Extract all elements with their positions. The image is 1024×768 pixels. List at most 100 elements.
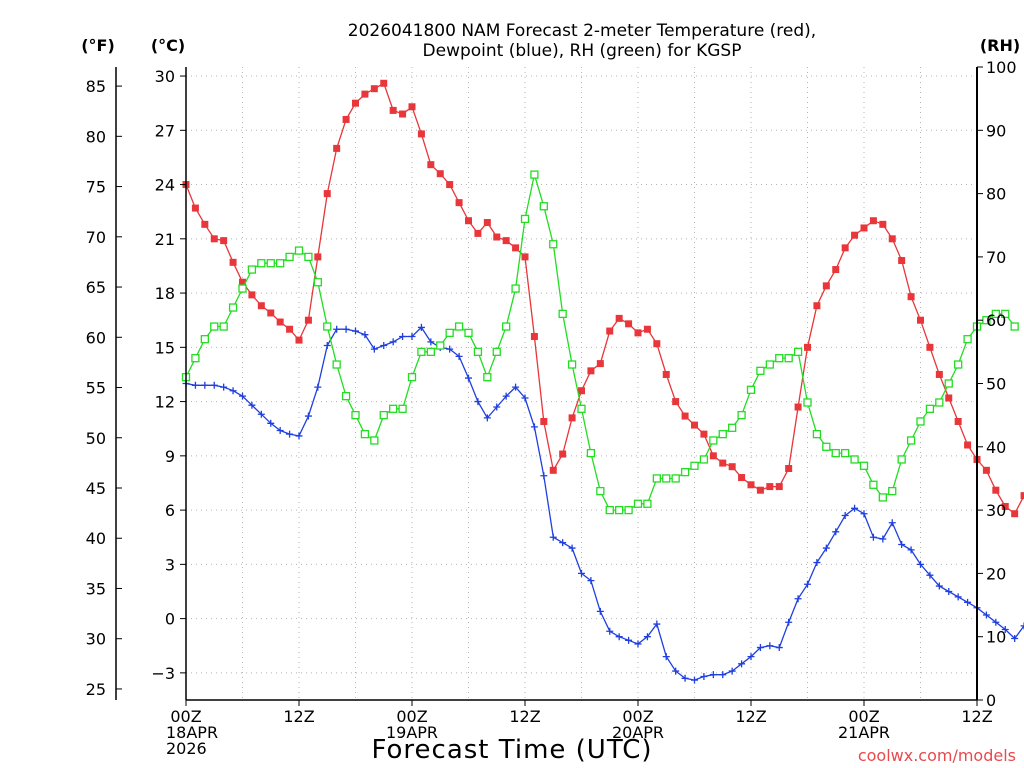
dewpoint-point: [775, 644, 783, 652]
temperature-point: [257, 302, 265, 310]
rh-point: [944, 379, 953, 388]
rh-point: [247, 265, 257, 274]
dewpoint-point: [888, 519, 896, 527]
temperature-point: [756, 486, 764, 494]
dewpoint-point: [540, 472, 548, 480]
dewpoint-point: [352, 327, 359, 335]
temperature-point: [314, 253, 322, 261]
rh-tick-label: 20: [986, 564, 1006, 583]
temperature-point: [869, 217, 877, 225]
celsius-tick-label: 24: [155, 176, 175, 195]
dewpoint-point: [851, 504, 859, 512]
dewpoint-point: [860, 510, 868, 518]
temperature-point: [1020, 492, 1024, 500]
rh-point: [841, 448, 850, 458]
rh-point: [680, 467, 690, 477]
rh-point: [925, 404, 935, 413]
dewpoint-point: [578, 569, 585, 577]
celsius-tick-label: 9: [165, 447, 175, 466]
rh-point: [445, 328, 454, 338]
rh-point: [737, 410, 746, 420]
temperature-point: [267, 309, 275, 317]
celsius-tick-label: 0: [165, 610, 175, 629]
rh-point: [954, 360, 963, 369]
rh-point: [859, 461, 869, 470]
rh-point: [351, 410, 360, 420]
rh-point: [436, 341, 445, 350]
rh-point: [417, 347, 426, 357]
dewpoint-point: [267, 419, 275, 427]
temperature-point: [502, 237, 510, 245]
rh-point: [878, 493, 887, 502]
rh-point: [323, 322, 332, 331]
temperature-point: [785, 465, 793, 473]
dewpoint-point: [813, 559, 821, 567]
temperature-point: [417, 130, 425, 138]
temperature-point: [408, 103, 416, 111]
dewpoint-point: [700, 672, 708, 680]
temperature-point: [926, 343, 934, 351]
rh-point: [935, 398, 944, 407]
rh-point: [633, 499, 643, 508]
fahrenheit-tick-label: 55: [86, 379, 106, 398]
temperature-point: [455, 199, 463, 207]
rh-point: [850, 455, 859, 464]
rh-point: [652, 474, 661, 483]
rh-point: [389, 404, 398, 413]
rh-point: [276, 259, 285, 268]
rh-point: [304, 252, 313, 262]
dewpoint-point: [917, 560, 924, 568]
fahrenheit-tick-label: 65: [86, 278, 106, 297]
temperature-point: [446, 181, 454, 189]
temperature-point: [239, 278, 246, 286]
dewpoint-point: [257, 410, 265, 418]
dewpoint-point: [248, 401, 256, 409]
temperature-point: [907, 293, 915, 301]
rh-point: [662, 474, 671, 483]
rh-point: [803, 398, 812, 407]
fahrenheit-tick-label: 45: [86, 479, 106, 498]
celsius-tick-label: 3: [165, 555, 175, 574]
dewpoint-point: [559, 539, 567, 547]
dewpoint-point: [333, 325, 341, 333]
temperature-point: [728, 463, 736, 471]
dewpoint-point: [568, 544, 576, 552]
rh-point: [473, 347, 483, 357]
temperature-point: [917, 316, 924, 324]
dewpoint-point: [342, 325, 350, 333]
dewpoint-point: [643, 633, 651, 641]
series-line-0: [185, 82, 1024, 515]
dewpoint-point: [474, 398, 482, 406]
rh-tick-label: 80: [986, 185, 1006, 204]
rh-point: [577, 404, 586, 413]
rh-point: [906, 436, 916, 445]
rh-point: [379, 410, 388, 420]
dewpoint-point: [728, 667, 736, 675]
dewpoint-point: [549, 533, 557, 541]
temperature-point: [964, 441, 972, 449]
rh-point: [624, 505, 633, 515]
temperature-point: [568, 414, 576, 422]
dewpoint-point: [879, 535, 887, 543]
dewpoint-point: [982, 611, 990, 619]
dewpoint-point: [446, 345, 454, 353]
temperature-point: [512, 244, 520, 252]
rh-point: [784, 354, 793, 363]
axes: 25 30 35 40 45 50 55 60 65 70 75 80 85 −3 0 3 6 9 12 15 18 21…: [86, 58, 1017, 758]
dewpoint-point: [314, 383, 322, 391]
rh-point: [200, 335, 209, 344]
x-tick-label: 00Z: [622, 707, 653, 726]
dewpoint-point: [804, 580, 811, 588]
dewpoint-point: [276, 427, 284, 435]
temperature-point: [898, 257, 906, 265]
fahrenheit-tick-label: 60: [86, 328, 106, 347]
dewpoint-point: [380, 342, 388, 350]
temperature-point: [1011, 510, 1019, 518]
x-tick-label: 21APR: [838, 723, 890, 742]
temperature-point: [766, 483, 774, 491]
temperature-point: [521, 253, 529, 261]
dewpoint-point: [239, 392, 246, 400]
dewpoint-point: [756, 644, 764, 652]
rh-point: [492, 347, 501, 357]
temperature-point: [775, 483, 783, 491]
